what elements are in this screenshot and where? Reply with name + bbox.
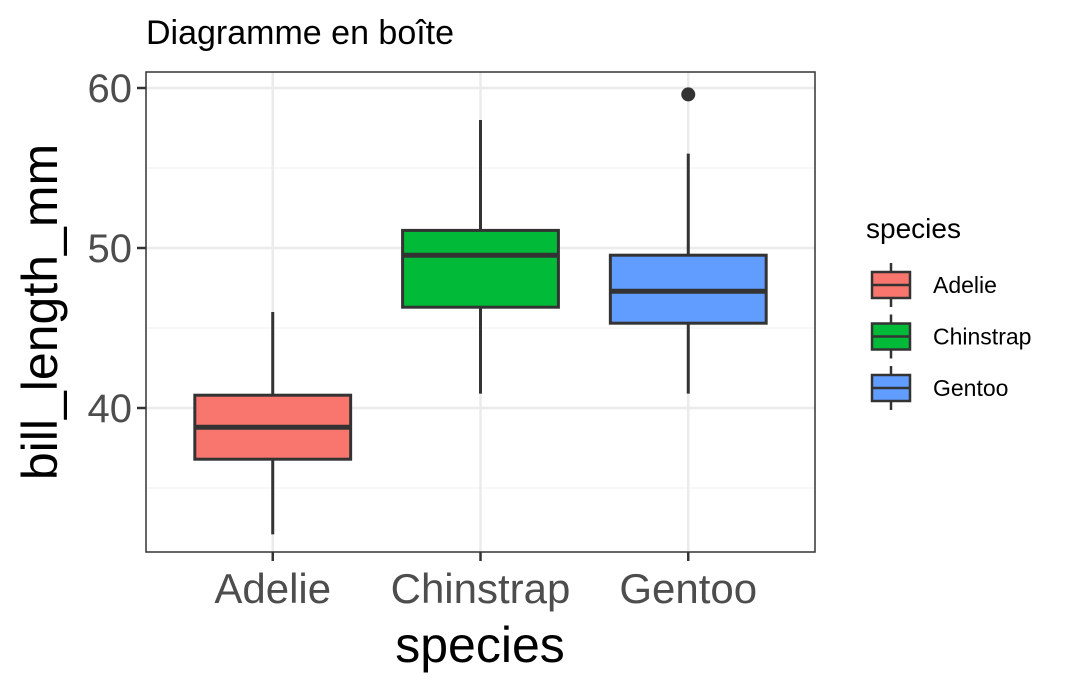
y-tick-label: 60: [88, 67, 133, 111]
box-group: [193, 87, 768, 535]
x-tick-label: Gentoo: [619, 565, 757, 612]
x-axis: Adelie Chinstrap Gentoo: [214, 552, 757, 612]
x-tick-label: Adelie: [214, 565, 331, 612]
x-axis-title: species: [395, 617, 565, 673]
y-tick-label: 40: [88, 387, 133, 431]
y-tick-label: 50: [88, 227, 133, 271]
y-axis-title: bill_length_mm: [12, 144, 68, 480]
legend-label-gentoo: Gentoo: [933, 375, 1008, 401]
chart-title: Diagramme en boîte: [146, 14, 454, 52]
y-axis: 40 50 60: [88, 67, 146, 431]
legend: Adelie Chinstrap Gentoo: [870, 263, 1031, 410]
x-tick-label: Chinstrap: [391, 565, 571, 612]
legend-title: species: [866, 213, 961, 244]
outlier-point-gentoo: [681, 87, 696, 102]
legend-label-chinstrap: Chinstrap: [933, 324, 1031, 350]
box-chinstrap: [401, 228, 560, 309]
legend-label-adelie: Adelie: [933, 272, 997, 298]
